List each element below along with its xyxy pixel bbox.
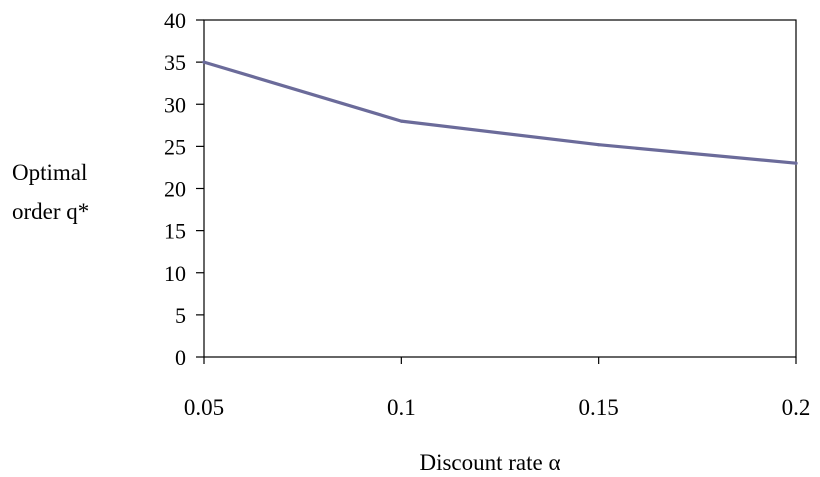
y-tick-label: 10	[164, 261, 186, 286]
x-tick-label: 0.2	[782, 395, 811, 420]
x-tick-label: 0.05	[184, 395, 224, 420]
data-point	[794, 161, 798, 165]
x-axis-title: Discount rate α	[419, 450, 560, 475]
series-layer	[202, 60, 798, 165]
x-tick-label: 0.15	[579, 395, 619, 420]
x-axis-ticks: 0.05 0.1 0.15 0.2	[184, 357, 811, 420]
y-tick-label: 5	[175, 303, 186, 328]
data-point	[202, 60, 206, 64]
series-line	[202, 60, 798, 165]
data-point	[597, 143, 601, 147]
plot-area-frame	[203, 19, 797, 358]
data-point	[399, 119, 403, 123]
y-axis-title-line-1: Optimal	[12, 160, 87, 185]
x-tick-label: 0.1	[387, 395, 416, 420]
y-tick-label: 40	[164, 8, 186, 33]
y-tick-label: 0	[175, 345, 186, 370]
y-tick-label: 30	[164, 92, 186, 117]
y-axis-title-line-2: order q*	[12, 199, 89, 224]
y-tick-label: 15	[164, 219, 186, 244]
y-tick-label: 25	[164, 134, 186, 159]
y-tick-label: 35	[164, 50, 186, 75]
y-axis-ticks: 0 5 10 15 20 25 30 35 40	[164, 8, 204, 370]
y-tick-label: 20	[164, 177, 186, 202]
